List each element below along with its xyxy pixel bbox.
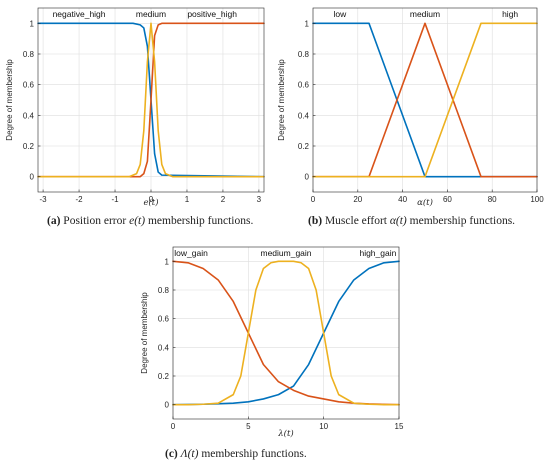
x-tick-label: 1 [185,195,190,204]
y-tick-label: 1 [30,19,35,28]
x-tick-label: 60 [443,195,452,204]
series-line-1 [37,22,265,178]
caption-b: (b) Muscle effort α(t) membership functi… [308,215,515,227]
membership-label: positive_high [187,9,237,19]
membership-label: medium [136,9,166,19]
caption-b-text: Muscle effort [322,215,390,227]
caption-a-tag: (a) [47,215,61,227]
caption-c-rest: membership functions. [198,448,306,460]
caption-a-math: e(t) [129,215,145,227]
y-tick-label: 0.2 [158,372,170,381]
plot-frame [312,7,538,193]
y-tick-label: 0.8 [298,50,310,59]
y-axis-label: Degree of membership [140,292,149,374]
membership-label: negative_high [53,9,106,19]
caption-a-text: Position error [60,215,129,227]
x-tick-label: 2 [221,195,226,204]
x-tick-label: 80 [488,195,497,204]
x-tick-label: 40 [398,195,407,204]
series-line-3 [172,260,400,406]
series-line-1 [172,260,400,406]
membership-label: high_gain [359,248,396,258]
caption-c: (c) Λ(t) membership functions. [165,448,307,460]
x-tick-label: 20 [353,195,362,204]
series-line-2 [37,22,265,178]
y-tick-label: 0.6 [23,81,35,90]
caption-b-tag: (b) [308,215,322,227]
membership-label: medium_gain [260,248,311,258]
y-tick-label: 0.4 [23,111,35,120]
y-tick-label: 0.2 [23,142,35,151]
x-tick-label: 0 [171,422,176,431]
x-tick-label: -1 [111,195,119,204]
membership-label: low_gain [174,248,208,258]
y-tick-label: 0 [165,401,170,410]
caption-c-math: Λ(t) [180,448,199,460]
x-tick-label: -2 [75,195,83,204]
caption-a-rest: membership functions. [145,215,253,227]
y-tick-label: 0.6 [298,81,310,90]
x-tick-label: 0 [149,195,154,204]
x-tick-label: 100 [530,195,544,204]
series-line-1 [312,22,538,178]
y-tick-label: 0.6 [158,315,170,324]
caption-b-rest: membership functions. [407,215,515,227]
y-tick-label: 0.2 [298,142,310,151]
series-line-2 [312,22,538,178]
chart-panel-a: -3 -2 -1 0 1 2 3 0 0.2 0.4 0.6 0.8 1 negative_high med… [5,7,265,208]
plot-frame [172,246,400,420]
x-tick-label: -3 [40,195,48,204]
y-tick-label: 0.4 [298,111,310,120]
membership-label: medium [410,9,440,19]
y-tick-label: 0.8 [23,50,35,59]
y-axis-label: Degree of membership [5,59,14,141]
y-axis-label: Degree of membership [277,59,286,141]
membership-label: high [502,9,518,19]
membership-label: low [333,9,347,19]
caption-b-math: α(t) [390,215,407,227]
x-tick-label: 10 [319,422,328,431]
series-line-2 [172,260,400,406]
y-tick-label: 0 [30,173,35,182]
series-line-3 [312,22,538,178]
x-tick-label: 15 [395,422,404,431]
x-tick-label: 3 [257,195,262,204]
y-tick-label: 1 [305,19,310,28]
x-axis-label: α(t) [417,197,433,208]
caption-a: (a) Position error e(t) membership funct… [47,215,253,227]
y-tick-label: 0.4 [158,343,170,352]
x-axis-label: λ(t) [277,428,293,439]
x-tick-label: 0 [311,195,316,204]
x-tick-label: 5 [246,422,251,431]
series-line-3 [37,22,265,178]
chart-panel-c: 0 5 10 15 0 0.2 0.4 0.6 0.8 1 low_gain medium_gain h… [140,246,404,439]
chart-panel-b: 0 20 40 60 80 100 0 0.2 0.4 0.6 0.8 1 low medium high D… [277,7,544,208]
y-tick-label: 0 [305,173,310,182]
y-tick-label: 1 [165,257,170,266]
caption-c-tag: (c) [165,448,178,460]
y-tick-label: 0.8 [158,286,170,295]
x-axis-label: e(t) [143,197,158,208]
